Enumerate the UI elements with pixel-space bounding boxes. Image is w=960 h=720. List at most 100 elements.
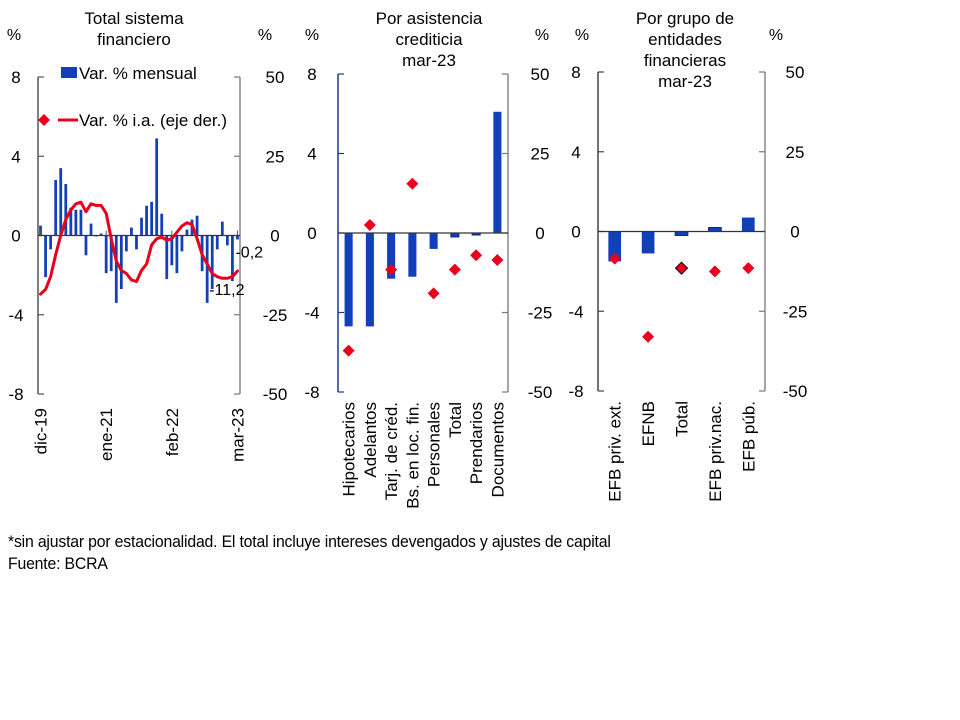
yoy-marker [642,330,655,343]
legend-bar-label: Var. % mensual [79,64,197,83]
bar [64,183,68,236]
left-tick-label: 8 [11,68,20,87]
left-tick-label: 4 [571,143,580,162]
yoy-marker [608,252,621,265]
left-tick-label: 8 [571,63,580,82]
bar [124,235,128,252]
right-tick-label: 0 [270,227,279,246]
left-tick-label: -8 [304,383,319,402]
right-tick-label: -25 [783,302,808,321]
category-label: Documentos [488,402,507,497]
bar [54,180,58,236]
bar [408,233,417,277]
bar [608,231,622,262]
left-tick-label: 0 [307,224,316,243]
yoy-marker [470,249,483,262]
bar [119,235,123,289]
chart-title-line: mar-23 [402,51,456,70]
right-axis-unit: % [535,27,549,44]
chart-title-line: Total sistema [84,9,184,28]
right-tick-label: 25 [266,147,285,166]
left-axis-unit: % [305,27,319,44]
left-tick-label: -4 [8,306,23,325]
bar [44,235,47,278]
chart-title-line: crediticia [395,30,463,49]
x-tick-label: mar-23 [228,408,247,462]
category-label: Bs. en loc. fin. [403,402,422,509]
category-label: EFB priv. ext. [606,401,625,502]
category-label: Hipotecarios [340,402,359,497]
category-label: EFNB [639,401,658,446]
bar [49,235,53,250]
bar [160,213,164,236]
last-bar-label: -0,2 [235,244,263,261]
bar [155,138,159,236]
bar [170,235,174,266]
right-tick-label: -50 [528,383,553,402]
bar [74,209,78,236]
right-tick-label: 50 [266,68,285,87]
bar [104,235,108,274]
yoy-marker [342,344,355,357]
left-tick-label: -8 [8,385,23,404]
yoy-marker [491,254,504,267]
x-tick-label: dic-19 [32,408,51,454]
category-label: EFB púb. [739,401,758,472]
legend-line-label: Var. % i.a. (eje der.) [79,111,227,130]
chart-total: Total sistema financiero% % 8 4 0 -4 -8 50 25 0 -25… [7,9,287,462]
chart-title-line: financiero [97,30,171,49]
chart-title-line: Por asistencia [376,9,483,28]
right-tick-label: 0 [790,223,799,242]
bar [236,235,239,240]
right-tick-label: 50 [531,65,550,84]
bar [114,235,118,303]
category-label: EFB priv.nac. [706,401,725,502]
yoy-marker [363,219,376,232]
legend-bar-swatch [61,67,77,78]
chart-grupo: Por grupo de entidades financieras mar-23%%… [568,9,807,502]
bar [429,233,438,249]
left-axis-unit: % [7,27,21,44]
right-tick-label: 0 [535,224,544,243]
bar [210,235,214,289]
yoy-marker [427,287,440,300]
yoy-marker [708,265,721,278]
left-tick-label: 0 [11,227,20,246]
footnote: *sin ajustar por estacionalidad. El tota… [8,532,611,551]
bar [180,235,184,252]
yoy-marker [742,262,755,275]
bar [185,229,189,236]
left-axis-unit: % [575,27,589,44]
last-line-label: -11,2 [209,282,244,299]
bar [741,217,755,232]
bar [89,223,93,236]
left-tick-label: 4 [307,145,316,164]
bar [215,235,219,250]
yoy-marker [674,261,689,275]
right-axis-unit: % [769,27,783,44]
chart-title-line: entidades [648,30,722,49]
bar [365,233,374,327]
bar [175,235,179,274]
right-tick-label: -25 [528,304,553,323]
source-note: Fuente: BCRA [8,554,108,573]
left-tick-label: -4 [568,302,583,321]
right-tick-label: -25 [263,306,288,325]
left-tick-label: -8 [568,382,583,401]
category-label: Adelantos [361,402,380,478]
yoy-marker [406,177,419,190]
category-label: Tarj. de créd. [382,402,401,500]
bar [69,207,73,236]
x-tick-label: feb-22 [163,408,182,456]
yoy-marker [385,263,398,276]
chart-title-line: mar-23 [658,72,712,91]
bar [59,168,63,236]
bar [109,235,113,272]
bar [84,235,88,256]
category-label: Personales [425,402,444,487]
bar [225,235,229,246]
left-tick-label: 0 [571,223,580,242]
right-axis-unit: % [258,27,272,44]
bar [205,235,209,303]
